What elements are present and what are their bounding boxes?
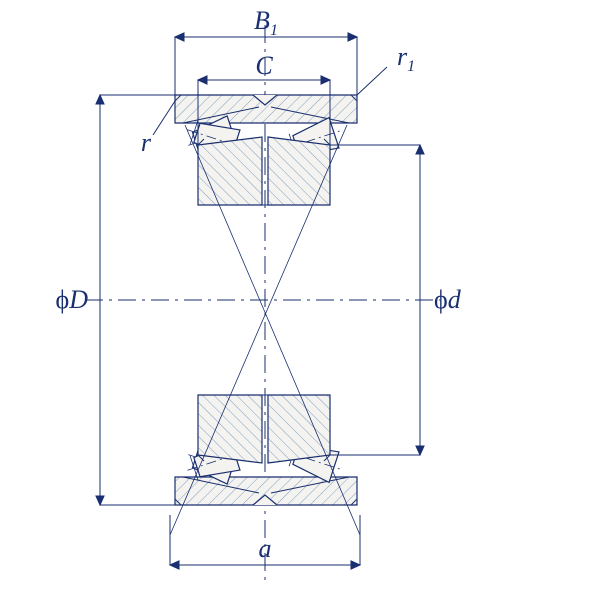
svg-text:B1: B1 — [254, 6, 278, 39]
bearing-cross-section-diagram: B1 Ca ϕD ϕd r1 r — [0, 0, 600, 600]
svg-text:C: C — [255, 51, 273, 80]
svg-text:ϕD: ϕD — [56, 285, 89, 314]
svg-text:r: r — [141, 128, 152, 157]
svg-text:r1: r1 — [397, 42, 415, 75]
svg-text:a: a — [259, 534, 272, 563]
svg-text:ϕd: ϕd — [434, 285, 462, 314]
